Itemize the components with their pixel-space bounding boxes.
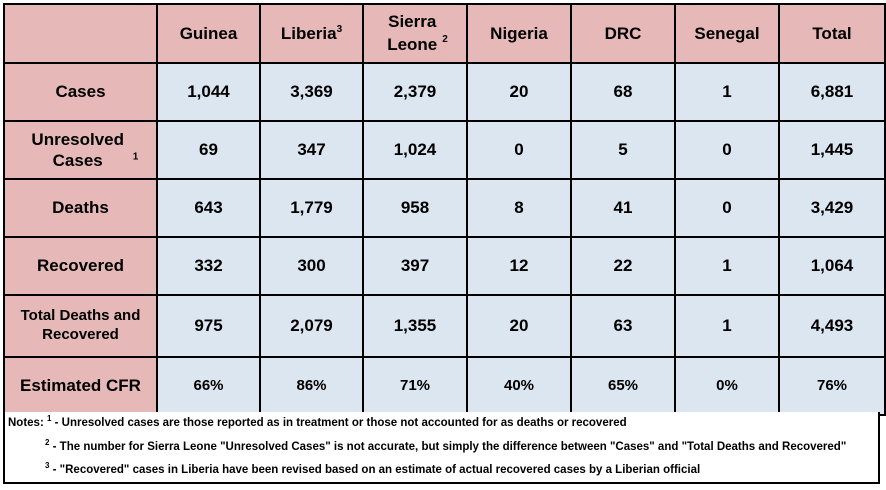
table-cell: 3,369 xyxy=(259,62,364,122)
col-header-senegal: Senegal xyxy=(674,3,780,64)
table-cell: 958 xyxy=(362,178,468,238)
table-cell: 0% xyxy=(674,356,780,416)
table-cell: 86% xyxy=(259,356,364,416)
table-cell: 68 xyxy=(570,62,676,122)
table-cell: 4,493 xyxy=(778,294,886,358)
note-2-text: - The number for Sierra Leone "Unresolve… xyxy=(49,441,847,453)
table-cell: 1,064 xyxy=(778,236,886,296)
col-header-sierra-leone: Sierra Leone 2 xyxy=(362,3,468,64)
note-1-marker: 1 xyxy=(46,414,52,423)
table-cell: 66% xyxy=(156,356,261,416)
table-cell: 22 xyxy=(570,236,676,296)
table-cell: 12 xyxy=(466,236,572,296)
footnote-ref-1: 1 xyxy=(132,151,139,162)
row-label-total-deaths-and-recovered: Total Deaths and Recovered xyxy=(3,294,158,358)
table-cell: 0 xyxy=(674,178,780,238)
table-cell: 3,429 xyxy=(778,178,886,238)
table-cell: 40% xyxy=(466,356,572,416)
table-row: Cases 1,044 3,369 2,379 20 68 1 6,881 xyxy=(3,62,886,122)
table-cell: 41 xyxy=(570,178,676,238)
note-3: 3 - "Recovered" cases in Liberia have be… xyxy=(45,461,701,477)
note-1-text: - Unresolved cases are those reported as… xyxy=(51,417,627,429)
unresolved-label: Unresolved Cases xyxy=(31,129,125,170)
header-row: Guinea Liberia3 Sierra Leone 2 Nigeria DR… xyxy=(3,3,886,64)
note-3-text: - "Recovered" cases in Liberia have been… xyxy=(49,464,701,476)
row-label-cases: Cases xyxy=(3,62,158,122)
table-cell: 2,379 xyxy=(362,62,468,122)
col-header-liberia: Liberia3 xyxy=(259,3,364,64)
table-cell: 347 xyxy=(259,120,364,180)
table-cell: 332 xyxy=(156,236,261,296)
row-label-estimated-cfr: Estimated CFR xyxy=(3,356,158,416)
note-2: 2 - The number for Sierra Leone "Unresol… xyxy=(45,438,847,454)
table-row: Unresolved Cases 1 69 347 1,024 0 5 0 1,4… xyxy=(3,120,886,180)
row-label-deaths: Deaths xyxy=(3,178,158,238)
table-cell: 1,044 xyxy=(156,62,261,122)
table-cell: 65% xyxy=(570,356,676,416)
table-cell: 20 xyxy=(466,62,572,122)
table-cell: 20 xyxy=(466,294,572,358)
col-header-guinea: Guinea xyxy=(156,3,261,64)
table-cell: 71% xyxy=(362,356,468,416)
row-label-unresolved-cases: Unresolved Cases 1 xyxy=(3,120,158,180)
row-label-recovered: Recovered xyxy=(3,236,158,296)
col-header-total: Total xyxy=(778,3,886,64)
table-cell: 8 xyxy=(466,178,572,238)
table-cell: 0 xyxy=(466,120,572,180)
table-row: Estimated CFR 66% 86% 71% 40% 65% 0% 76% xyxy=(3,356,886,416)
notes-box: Notes: 1 - Unresolved cases are those re… xyxy=(3,412,880,484)
note-3-marker: 3 xyxy=(45,461,50,470)
table-cell: 1 xyxy=(674,294,780,358)
table-cell: 5 xyxy=(570,120,676,180)
table-cell: 1,779 xyxy=(259,178,364,238)
table-cell: 1,024 xyxy=(362,120,468,180)
footnote-ref-2: 2 xyxy=(442,34,448,46)
sierra-leone-label: Sierra Leone xyxy=(387,12,438,54)
table-cell: 63 xyxy=(570,294,676,358)
table-cell: 300 xyxy=(259,236,364,296)
col-header-nigeria: Nigeria xyxy=(466,3,572,64)
table-row: Deaths 643 1,779 958 8 41 0 3,429 xyxy=(3,178,886,238)
table-cell: 2,079 xyxy=(259,294,364,358)
note-1: Notes: 1 - Unresolved cases are those re… xyxy=(8,414,627,430)
footnote-ref-3: 3 xyxy=(336,23,343,35)
table-cell: 1,355 xyxy=(362,294,468,358)
notes-prefix: Notes: xyxy=(8,417,44,429)
table-cell: 76% xyxy=(778,356,886,416)
table-cell: 6,881 xyxy=(778,62,886,122)
cases-table: Guinea Liberia3 Sierra Leone 2 Nigeria DR… xyxy=(3,3,886,416)
table-cell: 643 xyxy=(156,178,261,238)
table-cell: 1,445 xyxy=(778,120,886,180)
corner-cell xyxy=(3,3,158,64)
table-cell: 0 xyxy=(674,120,780,180)
table-row: Recovered 332 300 397 12 22 1 1,064 xyxy=(3,236,886,296)
table-cell: 69 xyxy=(156,120,261,180)
table-row: Total Deaths and Recovered 975 2,079 1,3… xyxy=(3,294,886,358)
table-cell: 397 xyxy=(362,236,468,296)
table-cell: 1 xyxy=(674,236,780,296)
table-cell: 1 xyxy=(674,62,780,122)
note-2-marker: 2 xyxy=(45,438,50,447)
table-cell: 975 xyxy=(156,294,261,358)
col-header-drc: DRC xyxy=(570,3,676,64)
